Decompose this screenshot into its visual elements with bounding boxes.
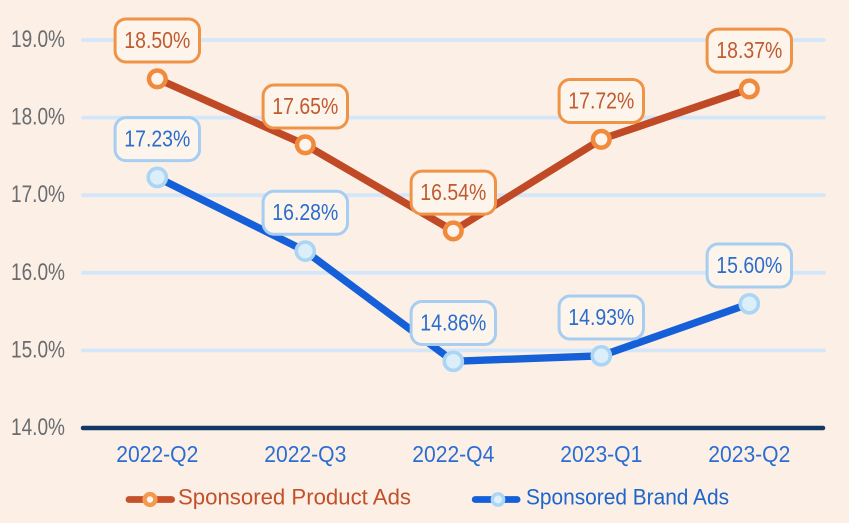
svg-text:17.23%: 17.23% [124, 126, 190, 152]
svg-text:17.0%: 17.0% [11, 181, 65, 208]
svg-text:18.37%: 18.37% [716, 37, 782, 63]
svg-text:2022-Q3: 2022-Q3 [264, 441, 346, 467]
svg-text:2023-Q2: 2023-Q2 [708, 441, 790, 467]
svg-text:19.0%: 19.0% [11, 26, 65, 53]
svg-text:2023-Q1: 2023-Q1 [560, 441, 642, 467]
svg-text:15.0%: 15.0% [11, 336, 65, 363]
svg-text:18.0%: 18.0% [11, 104, 65, 131]
svg-text:15.60%: 15.60% [716, 252, 782, 278]
svg-text:16.28%: 16.28% [272, 199, 338, 225]
svg-text:2022-Q4: 2022-Q4 [412, 441, 494, 467]
svg-text:14.93%: 14.93% [568, 304, 634, 330]
svg-text:14.86%: 14.86% [420, 309, 486, 335]
svg-text:14.0%: 14.0% [11, 414, 65, 441]
svg-text:16.0%: 16.0% [11, 259, 65, 286]
svg-text:2022-Q2: 2022-Q2 [116, 441, 198, 467]
svg-text:Sponsored Brand Ads: Sponsored Brand Ads [526, 484, 729, 509]
svg-text:16.54%: 16.54% [420, 179, 486, 205]
svg-text:Sponsored Product Ads: Sponsored Product Ads [178, 484, 411, 509]
svg-text:17.72%: 17.72% [568, 87, 634, 113]
svg-text:17.65%: 17.65% [272, 93, 338, 119]
svg-text:18.50%: 18.50% [124, 27, 190, 53]
